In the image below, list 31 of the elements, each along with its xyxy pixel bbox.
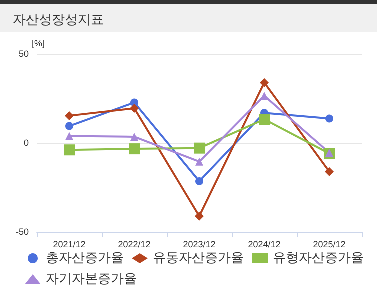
point <box>326 114 334 123</box>
legend-label: 유형자산증가율 <box>273 251 364 266</box>
point <box>196 158 204 166</box>
y-tick-label: -50 <box>16 227 29 237</box>
x-tick-label: 2021/12 <box>53 240 86 250</box>
x-tick-label: 2024/12 <box>248 240 281 250</box>
point <box>195 212 204 221</box>
point <box>260 92 268 100</box>
y-tick-label: 50 <box>18 49 29 59</box>
x-tick-label: 2023/12 <box>183 240 216 250</box>
y-tick-label: 0 <box>24 138 29 148</box>
point <box>260 78 269 88</box>
x-tick-label: 2025/12 <box>313 240 346 250</box>
point <box>326 148 334 157</box>
point <box>65 111 74 120</box>
legend-label: 총자산증가율 <box>46 251 124 266</box>
point <box>325 167 334 176</box>
point <box>130 104 139 113</box>
point <box>66 132 74 140</box>
y-axis-title: [%] <box>32 38 45 48</box>
legend-label: 유동자산증가율 <box>153 251 244 266</box>
point <box>66 122 74 130</box>
x-tick-label: 2022/12 <box>118 240 151 250</box>
chart-title: 자산성장성지표 <box>0 0 377 32</box>
point <box>259 114 270 126</box>
legend-label: 자기자본증가율 <box>46 272 137 287</box>
point <box>130 132 138 141</box>
point <box>64 144 75 156</box>
point <box>129 144 140 155</box>
point <box>194 142 205 154</box>
point <box>196 177 204 186</box>
